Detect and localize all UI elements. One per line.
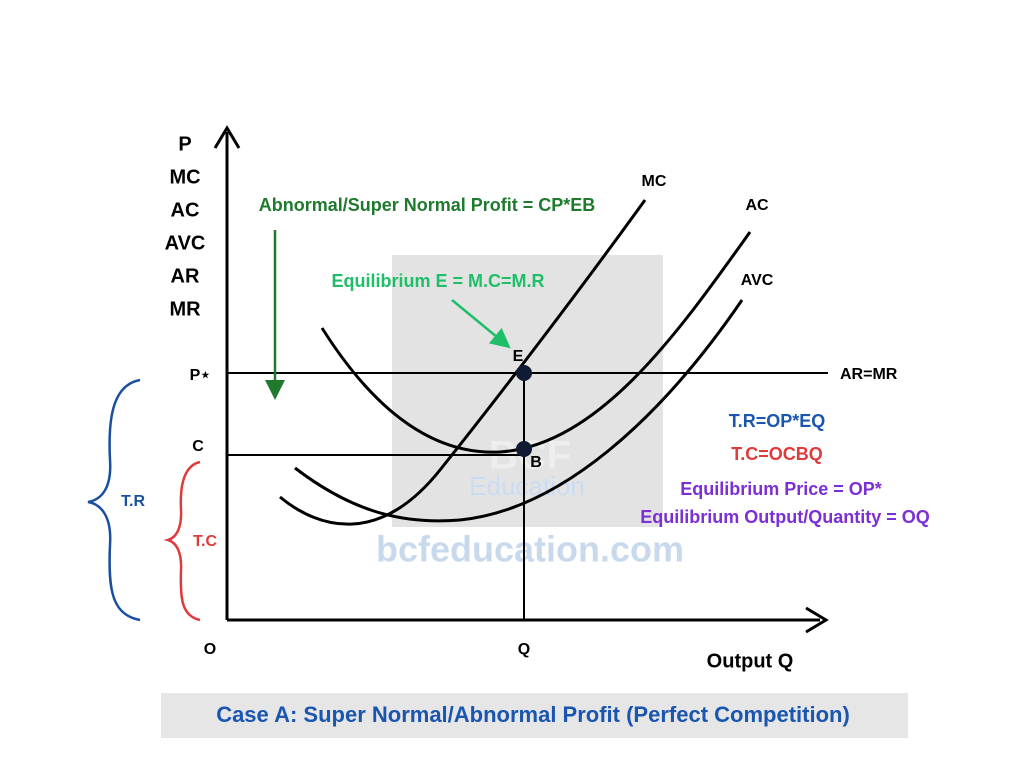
equilibrium-annotation: Equilibrium E = M.C=M.R (331, 271, 544, 291)
formula: Equilibrium Price = OP* (680, 479, 882, 499)
q-label: Q (518, 641, 530, 658)
watermark-site: bcfeducation.com (376, 529, 684, 570)
y-label: AVC (165, 232, 206, 254)
mc-curve (279, 199, 647, 526)
y-label: P (178, 133, 191, 155)
y-label: MC (169, 166, 200, 188)
y-label: MR (169, 298, 201, 320)
equilibrium-arrow (451, 299, 511, 349)
ac-curve (320, 231, 752, 454)
formulas: T.R=OP*EQ T.C=OCBQ Equilibrium Price = O… (640, 411, 930, 527)
formula: Equilibrium Output/Quantity = OQ (640, 507, 930, 527)
formula: T.C=OCBQ (731, 444, 823, 464)
point-e (516, 365, 532, 381)
c-label: C (192, 438, 204, 455)
caption-box (161, 693, 908, 738)
avc-curve (294, 299, 744, 523)
avc-label: AVC (741, 272, 774, 289)
watermark-box (392, 255, 663, 527)
origin-label: O (204, 641, 216, 658)
tc-label: T.C (193, 533, 217, 550)
profit-annotation: Abnormal/Super Normal Profit = CP*EB (259, 195, 596, 215)
e-label: E (513, 348, 524, 365)
labels: P⋆ C O Q Output Q MC AC AVC AR=MR E B (190, 173, 898, 672)
y-label: AR (171, 265, 200, 287)
watermark-sub: Education (469, 471, 585, 501)
y-axis (213, 125, 241, 620)
p-star-label: P⋆ (190, 367, 211, 384)
ar-mr-label: AR=MR (840, 366, 898, 383)
x-axis (227, 606, 829, 634)
lines (87, 125, 829, 634)
point-b (516, 441, 532, 457)
tc-brace (163, 460, 201, 622)
x-axis-label: Output Q (707, 650, 794, 672)
y-label: AC (171, 199, 200, 221)
b-label: B (530, 454, 542, 471)
tr-label: T.R (121, 493, 145, 510)
watermark: BCF Education bcfeducation.com (376, 255, 684, 570)
y-axis-labels: P MC AC AVC AR MR (165, 133, 206, 320)
mc-label: MC (642, 173, 667, 190)
caption: Case A: Super Normal/Abnormal Profit (Pe… (216, 702, 850, 727)
tr-brace (87, 378, 141, 622)
formula: T.R=OP*EQ (729, 411, 826, 431)
ac-label: AC (745, 197, 769, 214)
